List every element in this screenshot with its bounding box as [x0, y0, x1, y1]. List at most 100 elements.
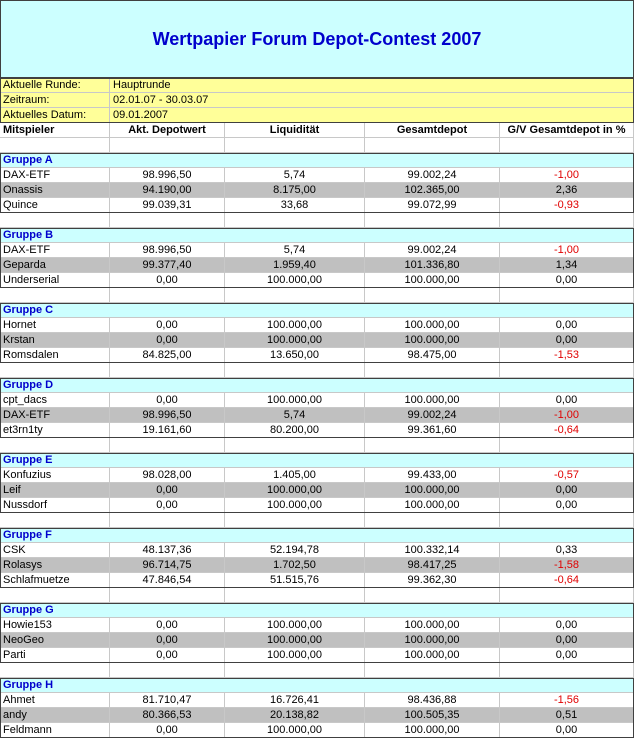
value-cell: -1,00: [500, 408, 634, 423]
value-cell: 100.000,00: [365, 633, 500, 648]
value-cell: 98.436,88: [365, 693, 500, 708]
value-cell: 98.996,50: [110, 408, 225, 423]
info-label: Zeitraum:: [0, 93, 110, 108]
value-cell: 19.161,60: [110, 423, 225, 438]
value-cell: 100.000,00: [365, 333, 500, 348]
blank-cell: [365, 288, 500, 303]
blank-cell: [365, 363, 500, 378]
group-frame: [0, 603, 634, 663]
value-cell: -1,56: [500, 693, 634, 708]
value-cell: 0,00: [500, 648, 634, 663]
blank-cell: [365, 513, 500, 528]
value-cell: 99.002,24: [365, 408, 500, 423]
blank-cell: [365, 438, 500, 453]
value-cell: 5,74: [225, 168, 365, 183]
value-cell: 1,34: [500, 258, 634, 273]
player-name: andy: [0, 708, 110, 723]
value-cell: 99.361,60: [365, 423, 500, 438]
group-frame: [0, 303, 634, 363]
value-cell: 98.028,00: [110, 468, 225, 483]
blank-cell: [110, 138, 225, 153]
blank-cell: [500, 213, 634, 228]
value-cell: 101.336,80: [365, 258, 500, 273]
blank-cell: [110, 438, 225, 453]
player-name: DAX-ETF: [0, 168, 110, 183]
value-cell: 100.000,00: [365, 483, 500, 498]
value-cell: 94.190,00: [110, 183, 225, 198]
player-name: Geparda: [0, 258, 110, 273]
value-cell: 8.175,00: [225, 183, 365, 198]
value-cell: -0,64: [500, 423, 634, 438]
value-cell: -1,00: [500, 168, 634, 183]
blank-cell: [500, 513, 634, 528]
value-cell: 0,00: [110, 273, 225, 288]
value-cell: 0,00: [110, 318, 225, 333]
blank-cell: [0, 213, 110, 228]
blank-cell: [365, 213, 500, 228]
blank-cell: [225, 513, 365, 528]
player-name: CSK: [0, 543, 110, 558]
blank-cell: [110, 513, 225, 528]
value-cell: 5,74: [225, 408, 365, 423]
value-cell: 99.039,31: [110, 198, 225, 213]
blank-cell: [365, 588, 500, 603]
blank-cell: [110, 663, 225, 678]
value-cell: 98.996,50: [110, 168, 225, 183]
value-cell: 2,36: [500, 183, 634, 198]
column-header: G/V Gesamtdepot in %: [500, 123, 634, 138]
value-cell: 99.002,24: [365, 243, 500, 258]
blank-cell: [110, 363, 225, 378]
value-cell: 1.702,50: [225, 558, 365, 573]
value-cell: 1.405,00: [225, 468, 365, 483]
value-cell: 16.726,41: [225, 693, 365, 708]
player-name: Krstan: [0, 333, 110, 348]
blank-cell: [0, 663, 110, 678]
blank-cell: [225, 138, 365, 153]
blank-cell: [225, 288, 365, 303]
group-name: Gruppe E: [0, 453, 634, 468]
value-cell: 48.137,36: [110, 543, 225, 558]
value-cell: 0,00: [110, 333, 225, 348]
value-cell: 51.515,76: [225, 573, 365, 588]
blank-cell: [0, 588, 110, 603]
value-cell: 0,00: [500, 633, 634, 648]
value-cell: 0,00: [110, 393, 225, 408]
value-cell: 99.433,00: [365, 468, 500, 483]
group-frame: [0, 153, 634, 213]
value-cell: 0,00: [500, 318, 634, 333]
blank-cell: [225, 588, 365, 603]
player-name: Feldmann: [0, 723, 110, 738]
player-name: Howie153: [0, 618, 110, 633]
value-cell: 1.959,40: [225, 258, 365, 273]
player-name: Hornet: [0, 318, 110, 333]
value-cell: 52.194,78: [225, 543, 365, 558]
value-cell: 0,00: [500, 333, 634, 348]
blank-cell: [0, 513, 110, 528]
blank-cell: [225, 213, 365, 228]
player-name: Schlafmuetze: [0, 573, 110, 588]
blank-cell: [500, 438, 634, 453]
value-cell: 100.000,00: [365, 318, 500, 333]
blank-cell: [500, 588, 634, 603]
group-frame: [0, 528, 634, 588]
blank-cell: [110, 288, 225, 303]
blank-cell: [500, 288, 634, 303]
column-header: Liquidität: [225, 123, 365, 138]
value-cell: 80.366,53: [110, 708, 225, 723]
blank-cell: [110, 588, 225, 603]
blank-cell: [110, 213, 225, 228]
value-cell: 96.714,75: [110, 558, 225, 573]
blank-cell: [225, 663, 365, 678]
blank-cell: [500, 138, 634, 153]
group-frame: [0, 378, 634, 438]
column-header: Akt. Depotwert: [110, 123, 225, 138]
player-name: Konfuzius: [0, 468, 110, 483]
player-name: Nussdorf: [0, 498, 110, 513]
blank-cell: [0, 363, 110, 378]
player-name: Rolasys: [0, 558, 110, 573]
value-cell: 100.000,00: [225, 633, 365, 648]
group-name: Gruppe B: [0, 228, 634, 243]
value-cell: 100.000,00: [225, 318, 365, 333]
value-cell: 5,74: [225, 243, 365, 258]
